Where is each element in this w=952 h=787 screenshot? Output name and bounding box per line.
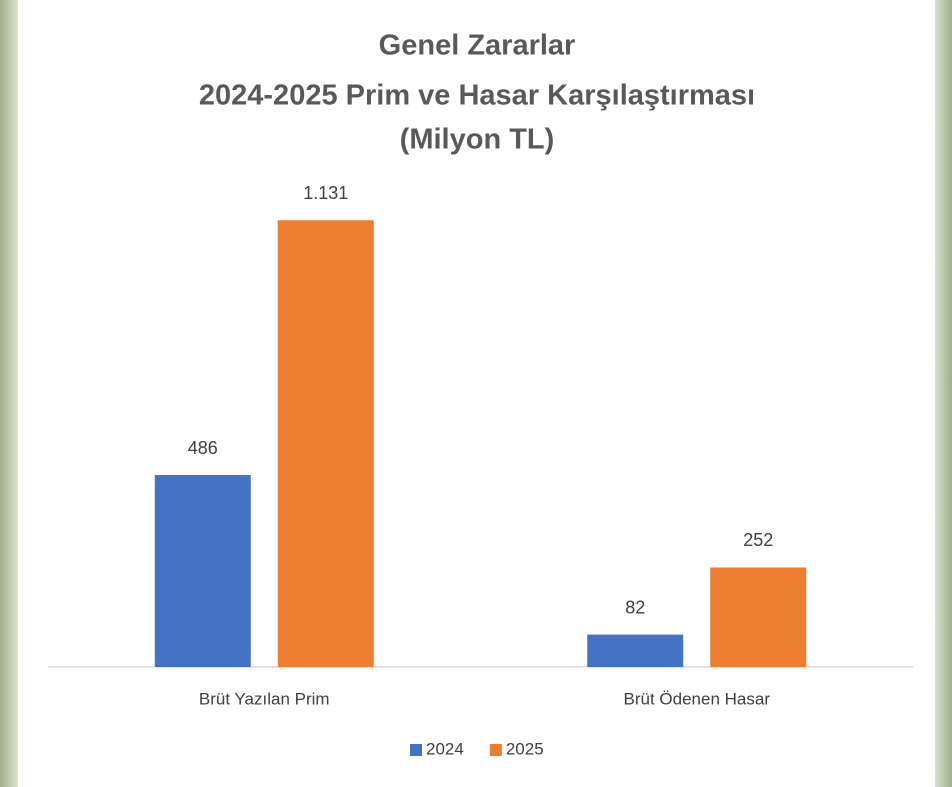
legend-label: 2024	[426, 739, 464, 758]
x-tick-label: Brüt Yazılan Prim	[199, 689, 330, 708]
bar	[154, 475, 251, 667]
bar	[587, 634, 684, 667]
x-tick-label: Brüt Ödenen Hasar	[624, 689, 771, 708]
chart-panel	[18, 0, 935, 787]
chart-title: 2024-2025 Prim ve Hasar Karşılaştırması	[199, 80, 755, 112]
data-label: 82	[625, 597, 645, 617]
chart-title: (Milyon TL)	[400, 124, 555, 156]
legend-label: 2025	[506, 739, 544, 758]
bar	[710, 567, 807, 667]
data-label: 1.131	[303, 183, 348, 203]
data-label: 252	[743, 530, 773, 550]
data-label: 486	[188, 438, 218, 458]
bar	[277, 220, 374, 667]
legend-swatch	[410, 744, 422, 756]
legend-swatch	[489, 744, 502, 756]
chart-title: Genel Zararlar	[379, 30, 576, 62]
